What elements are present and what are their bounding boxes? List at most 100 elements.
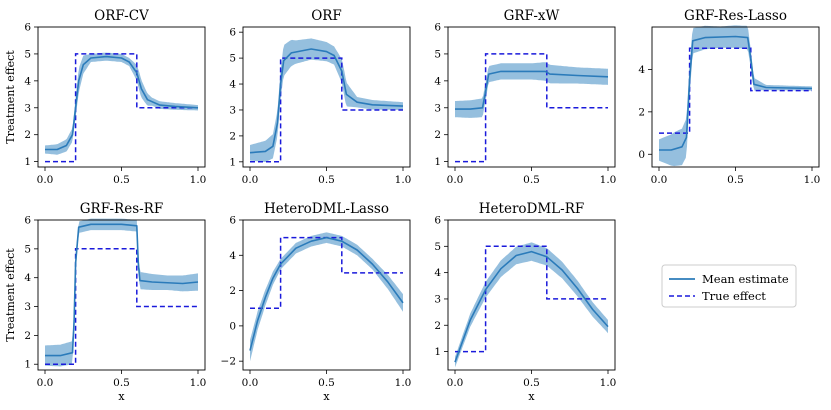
x-tick-label: 1.0 — [395, 377, 412, 389]
legend-frame — [661, 264, 797, 308]
x-tick-label: 0.5 — [523, 377, 540, 389]
subplot-title: GRF-Res-RF — [80, 201, 163, 217]
legend-mean-label: Mean estimate — [702, 272, 789, 286]
y-tick-label: 3 — [24, 301, 31, 313]
y-tick-label: 3 — [229, 104, 236, 116]
y-tick-label: 1 — [434, 156, 441, 168]
subplot-title: HeteroDML-RF — [479, 201, 584, 217]
y-tick-label: 4 — [434, 267, 441, 279]
y-tick-label: 3 — [24, 102, 31, 114]
y-tick-label: 2 — [434, 129, 441, 141]
mean-estimate-line — [455, 70, 609, 110]
legend-true-label: True effect — [702, 289, 766, 303]
true-effect-line — [250, 57, 403, 163]
x-tick-label: 1.0 — [600, 377, 617, 389]
x-tick-label: 0.5 — [318, 174, 335, 186]
mean-estimate-line — [45, 223, 199, 357]
confidence-band — [45, 52, 198, 155]
confidence-band — [250, 232, 403, 362]
y-tick-label: 2 — [24, 330, 31, 342]
y-tick-label: 6 — [434, 22, 441, 34]
y-tick-label: 5 — [24, 243, 31, 255]
x-axis-label: x — [528, 390, 535, 403]
y-tick-label: 5 — [24, 48, 31, 60]
x-tick-label: 1.0 — [395, 174, 412, 186]
subplot-6: 0.0 0.5 1.0 −2 0 2 4 6 HeteroDML-Lasso x — [221, 201, 412, 403]
x-tick-label: 0.5 — [727, 174, 744, 186]
mean-estimate-line — [45, 55, 199, 151]
y-tick-label: 5 — [434, 48, 441, 60]
y-tick-label: 2 — [638, 106, 645, 118]
true-effect-line — [659, 47, 812, 134]
subplot-title: GRF-Res-Lasso — [684, 8, 787, 24]
y-tick-label: 4 — [229, 79, 236, 91]
y-tick-label: 1 — [434, 346, 441, 358]
x-tick-label: 0.0 — [447, 174, 464, 186]
y-tick-label: 2 — [434, 320, 441, 332]
subplot-title: GRF-xW — [504, 8, 560, 24]
y-tick-label: 0 — [638, 149, 645, 161]
x-tick-label: 0.5 — [523, 174, 540, 186]
y-tick-label: 0 — [229, 320, 236, 332]
y-tick-label: 4 — [434, 75, 441, 87]
x-axis-label: x — [118, 390, 125, 403]
y-tick-label: 1 — [24, 156, 31, 168]
confidence-band — [659, 25, 812, 167]
x-tick-label: 0.0 — [651, 174, 668, 186]
y-tick-label: 4 — [638, 64, 645, 76]
true-effect-line — [455, 53, 608, 163]
y-tick-label: 4 — [24, 75, 31, 87]
subplot-7: 0.0 0.5 1.0 1 2 3 4 5 6 HeteroDML-RF x — [434, 201, 616, 403]
subplot-title: ORF-CV — [94, 8, 149, 24]
y-tick-label: 6 — [229, 27, 236, 39]
y-axis-label: Treatment effect — [4, 50, 17, 144]
y-tick-label: 4 — [229, 250, 236, 262]
x-tick-label: 0.0 — [242, 174, 259, 186]
true-effect-line — [45, 248, 198, 365]
x-tick-label: 1.0 — [804, 174, 821, 186]
x-tick-label: 0.0 — [242, 377, 259, 389]
y-tick-label: 6 — [229, 215, 236, 227]
y-tick-label: 5 — [229, 53, 236, 65]
y-tick-label: 2 — [24, 129, 31, 141]
confidence-band — [250, 38, 403, 163]
x-tick-label: 0.0 — [37, 377, 54, 389]
x-tick-label: 1.0 — [190, 174, 207, 186]
y-tick-label: 6 — [24, 215, 31, 227]
y-tick-label: 1 — [24, 359, 31, 371]
subplot-4: 0.0 0.5 1.0 0 2 4 GRF-Res-Lasso — [638, 8, 820, 186]
subplot-3: 0.0 0.5 1.0 1 2 3 4 5 6 GRF-xW — [434, 8, 616, 186]
legend: Mean estimate True effect — [661, 264, 797, 308]
y-tick-label: 6 — [24, 22, 31, 34]
y-tick-label: −2 — [221, 356, 236, 368]
x-tick-label: 0.0 — [447, 377, 464, 389]
confidence-band — [45, 218, 198, 367]
axes-frame — [447, 26, 616, 168]
mean-estimate-line — [659, 35, 813, 151]
true-effect-line — [250, 236, 403, 309]
subplot-5: 0.0 0.5 1.0 1 2 3 4 5 6 GRF-Res-RF x Treatment effe… — [4, 201, 206, 403]
subplot-1: 0.0 0.5 1.0 1 2 3 4 5 6 ORF-CV Treatment effect — [4, 8, 206, 186]
y-tick-label: 2 — [229, 130, 236, 142]
true-effect-line — [455, 245, 608, 353]
confidence-band — [455, 242, 608, 368]
x-tick-label: 0.5 — [113, 377, 130, 389]
subplot-title: HeteroDML-Lasso — [264, 201, 389, 217]
x-tick-label: 1.0 — [190, 377, 207, 389]
y-tick-label: 2 — [229, 285, 236, 297]
mean-estimate-line — [454, 250, 609, 363]
x-tick-label: 0.5 — [113, 174, 130, 186]
mean-estimate-line — [249, 48, 404, 154]
confidence-band — [455, 62, 608, 118]
y-axis-label: Treatment effect — [4, 248, 17, 342]
y-tick-label: 5 — [434, 241, 441, 253]
mean-estimate-line — [249, 236, 404, 351]
x-axis-label: x — [323, 390, 330, 403]
x-tick-label: 0.0 — [37, 174, 54, 186]
x-tick-label: 0.5 — [318, 377, 335, 389]
true-effect-line — [45, 53, 198, 163]
y-tick-label: 6 — [434, 215, 441, 227]
y-tick-label: 4 — [24, 272, 31, 284]
